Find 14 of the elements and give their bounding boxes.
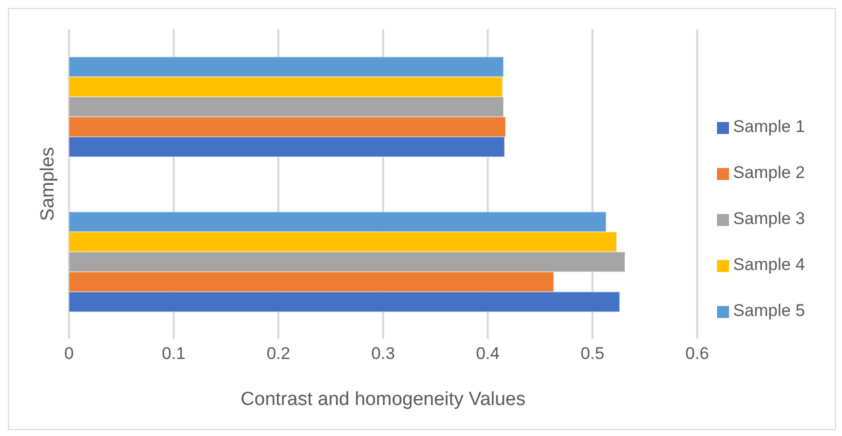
y-axis-title: Samples	[38, 147, 59, 221]
legend-label: Sample 5	[733, 301, 805, 320]
legend-label: Sample 1	[733, 117, 805, 136]
x-tick-label: 0.3	[371, 344, 395, 364]
x-tick-label: 0.4	[476, 344, 500, 364]
x-tick-label: 0.1	[162, 344, 186, 364]
x-tick-label: 0.5	[580, 344, 604, 364]
x-tick-label: 0.2	[266, 344, 290, 364]
legend-label: Sample 2	[733, 163, 805, 182]
x-tick-label: 0	[64, 344, 74, 364]
x-tick-label: 0.6	[685, 344, 709, 364]
legend-label: Sample 3	[733, 209, 805, 228]
x-axis-title: Contrast and homogeneity Values	[240, 389, 526, 410]
legend-label: Sample 4	[733, 255, 805, 274]
